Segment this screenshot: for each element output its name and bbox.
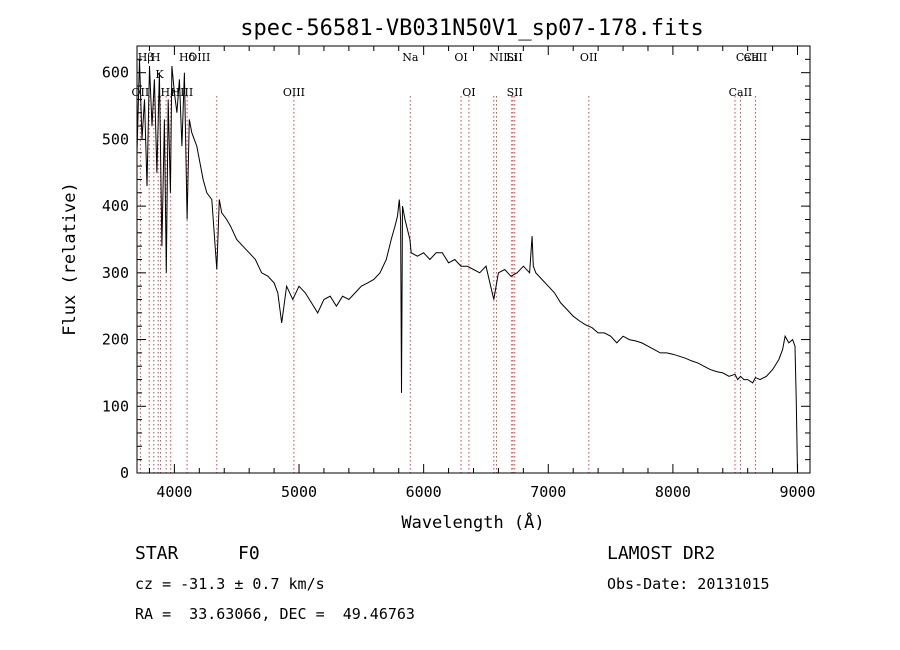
y-tick-label: 100: [102, 397, 129, 415]
observation-date: Obs-Date: 20131015: [607, 575, 770, 593]
redshift-cz: cz = -31.3 ± 0.7 km/s: [135, 575, 325, 593]
chart-title: spec-56581-VB031N50V1_sp07-178.fits: [240, 16, 704, 41]
x-tick-label: 5000: [281, 483, 317, 501]
x-tick-label: 6000: [406, 483, 442, 501]
plot-frame: [136, 45, 811, 474]
spectral-line-label: SII: [507, 86, 523, 99]
spectral-line-label: SII: [507, 51, 523, 64]
spectral-line-label: Hδ: [179, 51, 196, 64]
x-tick-label: 7000: [530, 483, 566, 501]
y-tick-label: 300: [102, 264, 129, 282]
y-tick-label: 500: [102, 130, 129, 148]
survey-name: LAMOST DR2: [607, 543, 716, 564]
spectral-line-label: OIII: [283, 86, 305, 99]
y-axis-ticks: 0 100 200 300 400 500 600: [102, 45, 810, 482]
spectral-line-label: OIII: [188, 51, 210, 64]
spectrum-line: [136, 59, 798, 474]
spectral-line-markers: [139, 96, 756, 473]
y-tick-label: 600: [102, 64, 129, 82]
ra-dec: RA = 33.63066, DEC = 49.46763: [135, 605, 415, 623]
spectral-line-label: Hε: [161, 86, 177, 99]
y-tick-label: 400: [102, 197, 129, 215]
spectral-line-label: Hβ: [138, 51, 154, 64]
x-axis-label: Wavelength (Å): [401, 511, 544, 533]
spectral-line-label: Na: [402, 51, 419, 64]
object-subclass: F0: [238, 543, 260, 564]
spectral-line-label: NII: [489, 51, 507, 64]
spectral-line-label: CaII: [736, 51, 760, 64]
spectral-line-label: OII: [580, 51, 598, 64]
y-axis-label: Flux (relative): [60, 182, 80, 336]
x-axis-ticks: 4000 5000 6000 7000 8000 9000: [148, 46, 816, 501]
spectral-line-label: CaII: [729, 86, 753, 99]
x-tick-label: 4000: [156, 483, 192, 501]
y-tick-label: 0: [120, 464, 129, 482]
x-tick-label: 8000: [655, 483, 691, 501]
spectral-line-label: Li: [506, 51, 517, 64]
spectral-line-label: CaII: [744, 51, 768, 64]
spectral-line-label: H: [151, 51, 161, 64]
spectral-line-label: OI: [454, 51, 467, 64]
object-class: STAR: [135, 543, 179, 564]
y-tick-label: 200: [102, 331, 129, 349]
spectral-line-label: OI: [462, 86, 475, 99]
x-tick-label: 9000: [779, 483, 815, 501]
spectral-line-label: HIII: [171, 86, 194, 99]
